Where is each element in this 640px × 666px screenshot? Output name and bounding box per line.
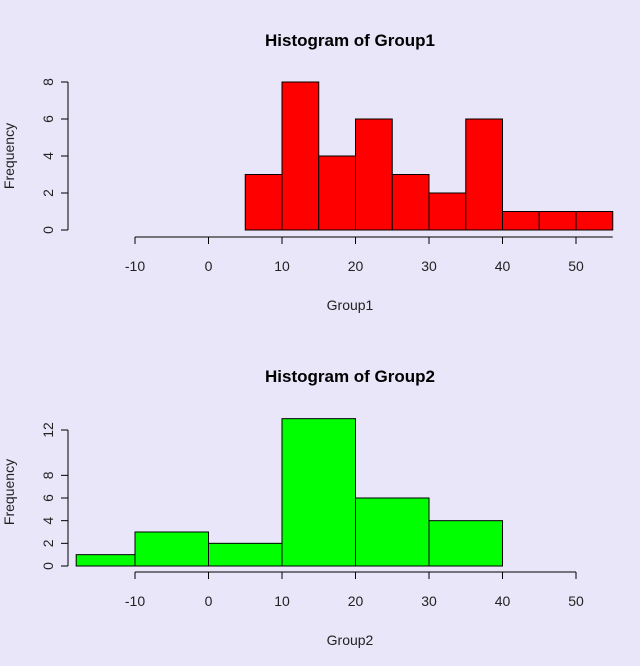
- y-tick-label: 12: [40, 422, 56, 438]
- histogram-group1: Histogram of Group1 -10 0 10 20 30 40 50 0 2 4 6 8…: [1, 31, 614, 313]
- x-tick-label: 50: [568, 258, 584, 274]
- y-axis: 0 2 4 6 8 12: [40, 422, 69, 570]
- y-axis-label: Frequency: [1, 459, 17, 525]
- y-tick-label: 6: [40, 494, 56, 502]
- histogram-bar: [391, 174, 430, 231]
- x-tick-label: 0: [205, 593, 213, 609]
- histogram-bar: [75, 554, 136, 567]
- histogram-bar: [465, 118, 503, 231]
- histogram-bar: [575, 211, 614, 231]
- x-tick-label: 30: [421, 593, 437, 609]
- histogram-bar: [355, 118, 393, 231]
- histogram-bar: [281, 418, 356, 567]
- histogram-bar: [355, 497, 430, 567]
- histogram-bar: [318, 155, 356, 231]
- x-tick-label: 40: [495, 593, 511, 609]
- y-tick-label: 4: [40, 152, 56, 160]
- x-tick-label: 50: [568, 593, 584, 609]
- chart-title: Histogram of Group1: [265, 31, 435, 50]
- histogram-bar: [208, 542, 283, 567]
- y-axis-label: Frequency: [1, 123, 17, 189]
- chart-title: Histogram of Group2: [265, 367, 435, 386]
- x-axis: -10 0 10 20 30 40 50: [125, 236, 613, 274]
- bars: [75, 418, 503, 567]
- histogram-group2: Histogram of Group2 -10 0 10 20 30 40 50 0 2 4 6 8…: [1, 367, 584, 648]
- x-tick-label: -10: [125, 258, 145, 274]
- histogram-bar: [502, 211, 540, 231]
- x-tick-label: -10: [125, 593, 145, 609]
- histogram-bar: [428, 520, 503, 567]
- y-axis: 0 2 4 6 8: [40, 78, 69, 234]
- bars: [244, 81, 614, 231]
- x-axis-label: Group1: [327, 297, 374, 313]
- y-tick-label: 0: [40, 562, 56, 570]
- x-tick-label: 40: [495, 258, 511, 274]
- histogram-bar: [538, 211, 577, 231]
- y-tick-label: 6: [40, 115, 56, 123]
- x-tick-label: 20: [348, 258, 364, 274]
- y-tick-label: 8: [40, 78, 56, 86]
- x-axis-label: Group2: [327, 632, 374, 648]
- histogram-bar: [281, 81, 320, 231]
- x-tick-label: 20: [348, 593, 364, 609]
- y-tick-label: 8: [40, 471, 56, 479]
- x-axis: -10 0 10 20 30 40 50: [125, 571, 584, 609]
- y-tick-label: 4: [40, 517, 56, 525]
- y-tick-label: 2: [40, 539, 56, 547]
- y-tick-label: 0: [40, 226, 56, 234]
- histogram-bar: [244, 174, 283, 231]
- x-tick-label: 0: [205, 258, 213, 274]
- x-tick-label: 30: [421, 258, 437, 274]
- x-tick-label: 10: [274, 258, 290, 274]
- histogram-bar: [428, 192, 467, 231]
- y-tick-label: 2: [40, 189, 56, 197]
- histogram-bar: [134, 531, 209, 567]
- x-tick-label: 10: [274, 593, 290, 609]
